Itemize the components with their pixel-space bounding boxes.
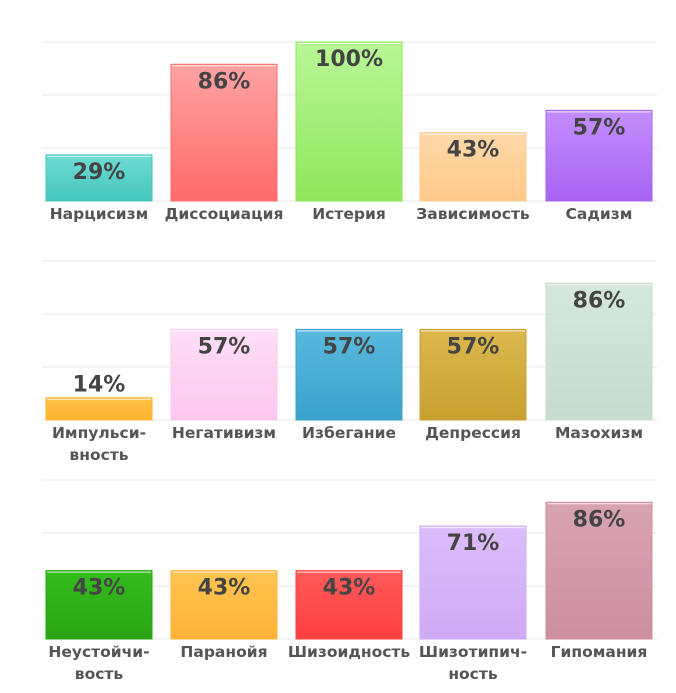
bar-1[interactable]	[45, 397, 153, 421]
category-label: Диссоциация	[165, 205, 284, 223]
data-label: 71%	[447, 531, 500, 556]
chart-panel-3: 43% Неустойчи-вость 43% Паранойя 43% Шизоидно…	[42, 479, 657, 683]
tick-label: Избегание	[302, 424, 396, 442]
bar-4[interactable]	[419, 328, 527, 421]
bar-3[interactable]	[295, 570, 403, 640]
tick-label: Паранойя	[180, 643, 267, 661]
bar-3[interactable]	[295, 328, 403, 421]
tick-label: Садизм	[566, 205, 633, 223]
bar-4[interactable]	[419, 132, 527, 202]
tick-label: Шизоидность	[288, 643, 411, 661]
category-label: Садизм	[566, 205, 633, 223]
data-label: 86%	[573, 507, 626, 532]
category-label: Негативизм	[172, 424, 276, 442]
data-label: 86%	[198, 69, 251, 94]
tick-label: Зависимость	[416, 205, 530, 223]
bar-5[interactable]	[545, 282, 653, 421]
bar-2[interactable]	[170, 328, 278, 421]
category-label: Депрессия	[425, 424, 521, 442]
data-label: 86%	[573, 288, 626, 313]
bar-2[interactable]	[170, 63, 278, 202]
data-label: 14%	[73, 373, 126, 398]
tick-label: вость	[75, 665, 124, 683]
tick-label: Неустойчи-	[48, 643, 149, 661]
category-label: Паранойя	[180, 643, 267, 661]
tick-label: Нарцисизм	[50, 205, 149, 223]
data-label: 43%	[447, 138, 500, 163]
tick-label: Шизотипич-	[419, 643, 527, 661]
bar-2[interactable]	[170, 570, 278, 640]
bar-1[interactable]	[45, 154, 153, 202]
tick-label: Негативизм	[172, 424, 276, 442]
category-label: Нарцисизм	[50, 205, 149, 223]
data-label: 57%	[447, 334, 500, 359]
data-label: 57%	[573, 115, 626, 140]
bar-5[interactable]	[545, 109, 653, 202]
category-label: Избегание	[302, 424, 396, 442]
category-label: Шизотипич-ность	[419, 643, 527, 683]
data-label: 43%	[73, 576, 126, 601]
tick-label: вность	[69, 446, 128, 464]
tick-label: ность	[448, 665, 498, 683]
bar-3[interactable]	[295, 41, 403, 202]
category-label: Импульси-вность	[52, 424, 146, 464]
tick-label: Депрессия	[425, 424, 521, 442]
data-label: 43%	[323, 576, 376, 601]
category-label: Неустойчи-вость	[48, 643, 149, 683]
tick-label: Мазохизм	[555, 424, 643, 442]
bar-4[interactable]	[419, 525, 527, 640]
category-label: Шизоидность	[288, 643, 411, 661]
data-label: 43%	[198, 576, 251, 601]
category-label: Гипомания	[551, 643, 648, 661]
data-label: 29%	[73, 160, 126, 185]
data-label: 100%	[315, 47, 383, 72]
bar-5[interactable]	[545, 501, 653, 640]
chart-panel-2: 14% Импульси-вность 57% Негативизм 57% Избега…	[42, 260, 657, 464]
category-label: Истерия	[312, 205, 386, 223]
tick-label: Импульси-	[52, 424, 146, 442]
tick-label: Истерия	[312, 205, 386, 223]
data-label: 57%	[323, 334, 376, 359]
tick-label: Диссоциация	[165, 205, 284, 223]
category-label: Мазохизм	[555, 424, 643, 442]
chart-panel-1: 29% Нарцисизм 86% Диссоциация 100% Истерия 43%…	[42, 41, 657, 223]
data-label: 57%	[198, 334, 251, 359]
tick-label: Гипомания	[551, 643, 648, 661]
category-label: Зависимость	[416, 205, 530, 223]
bar-1[interactable]	[45, 570, 153, 640]
